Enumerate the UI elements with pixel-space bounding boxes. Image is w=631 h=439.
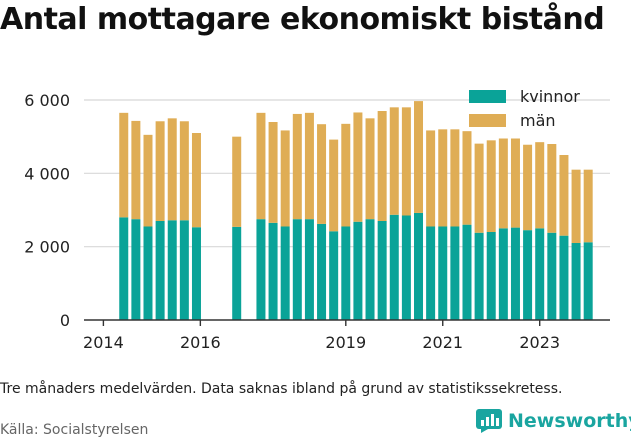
bar-kvinnor: [571, 243, 581, 320]
bar-kvinnor: [155, 221, 165, 320]
bar-kvinnor: [583, 242, 593, 320]
bar-kvinnor: [510, 227, 520, 320]
bar-kvinnor: [143, 226, 153, 320]
bar-kvinnor: [304, 219, 314, 320]
bars: [119, 101, 593, 320]
bar-man: [401, 107, 411, 216]
stacked-bar-chart: 0 2 000 4 000 6 000 2014 2016 2019 2021 2023: [24, 91, 610, 352]
bar-man: [498, 138, 508, 229]
bar-kvinnor: [414, 212, 424, 320]
bar-man: [268, 122, 278, 223]
bar-kvinnor: [474, 232, 484, 320]
bar-man: [143, 134, 153, 227]
legend: kvinnor män: [469, 86, 580, 134]
bar-man: [438, 129, 448, 227]
bar-man: [232, 136, 242, 227]
bar-kvinnor: [119, 217, 129, 320]
bar-man: [414, 101, 424, 213]
bar-kvinnor: [377, 221, 387, 320]
bar-kvinnor: [179, 220, 189, 320]
bar-man: [280, 130, 290, 227]
bar-kvinnor: [268, 222, 278, 320]
bar-man: [462, 131, 472, 225]
bar-man: [450, 129, 460, 227]
bar-kvinnor: [389, 214, 399, 320]
bar-kvinnor: [353, 221, 363, 320]
bar-man: [559, 155, 569, 236]
x-axis: 2014 2016 2019 2021 2023: [83, 319, 610, 352]
y-tick-label: 6 000: [24, 91, 70, 110]
bar-kvinnor: [401, 215, 411, 320]
bar-man: [486, 140, 496, 232]
bar-kvinnor: [462, 224, 472, 320]
bar-man: [523, 144, 533, 231]
bar-man: [583, 169, 593, 243]
newsworthy-brand[interactable]: Newsworthy: [476, 409, 631, 433]
bar-man: [329, 139, 339, 232]
bar-man: [535, 142, 545, 229]
bar-man: [191, 133, 201, 228]
bar-kvinnor: [191, 227, 201, 320]
bar-kvinnor: [131, 219, 141, 320]
bar-kvinnor: [486, 232, 496, 320]
bar-kvinnor: [547, 232, 557, 320]
chart-note: Tre månaders medelvärden. Data saknas ib…: [0, 381, 563, 397]
bar-kvinnor: [498, 228, 508, 320]
bar-man: [155, 121, 165, 221]
x-tick-label: 2023: [519, 333, 560, 352]
bar-man: [304, 112, 314, 220]
bar-kvinnor: [535, 228, 545, 320]
bar-man: [353, 112, 363, 222]
bar-kvinnor: [232, 226, 242, 320]
source-text: Källa: Socialstyrelsen: [0, 422, 149, 438]
legend-item-kvinnor: kvinnor: [469, 86, 580, 106]
bar-man: [179, 121, 189, 221]
brand-name: Newsworthy: [508, 410, 631, 432]
bar-kvinnor: [341, 226, 351, 320]
bar-man: [341, 123, 351, 227]
bar-man: [547, 144, 557, 233]
bar-man: [365, 118, 375, 220]
legend-swatch-man: [469, 113, 506, 127]
bar-kvinnor: [426, 226, 436, 320]
y-tick-label: 0: [60, 311, 70, 330]
bar-man: [474, 143, 484, 233]
bar-man: [131, 120, 141, 220]
legend-label-man: män: [520, 110, 556, 130]
bar-kvinnor: [280, 226, 290, 320]
bar-kvinnor: [365, 219, 375, 320]
y-tick-label: 4 000: [24, 164, 70, 183]
legend-item-man: män: [469, 110, 580, 130]
newsworthy-logo-icon: [476, 409, 502, 433]
bar-kvinnor: [329, 231, 339, 320]
x-tick-label: 2021: [422, 333, 463, 352]
bar-man: [377, 111, 387, 221]
bar-kvinnor: [438, 226, 448, 320]
bar-kvinnor: [256, 219, 266, 320]
chart-title: Antal mottagare ekonomiskt bistånd: [0, 2, 605, 37]
bar-kvinnor: [523, 230, 533, 320]
legend-swatch-kvinnor: [469, 89, 506, 103]
bar-man: [119, 112, 129, 218]
bar-man: [167, 118, 177, 221]
x-tick-label: 2016: [180, 333, 221, 352]
x-tick-label: 2014: [83, 333, 124, 352]
bar-man: [256, 112, 266, 220]
bar-kvinnor: [292, 219, 302, 320]
bar-kvinnor: [450, 226, 460, 320]
bar-man: [317, 124, 327, 224]
bar-kvinnor: [167, 220, 177, 320]
legend-label-kvinnor: kvinnor: [520, 86, 580, 106]
bar-kvinnor: [317, 223, 327, 320]
bar-man: [389, 107, 399, 215]
bar-man: [292, 113, 302, 220]
x-tick-label: 2019: [325, 333, 366, 352]
y-tick-label: 2 000: [24, 238, 70, 257]
bar-man: [571, 169, 581, 243]
bar-man: [510, 138, 520, 228]
bar-man: [426, 130, 436, 227]
bar-kvinnor: [559, 235, 569, 320]
y-axis-tick-labels: 0 2 000 4 000 6 000: [24, 91, 70, 330]
